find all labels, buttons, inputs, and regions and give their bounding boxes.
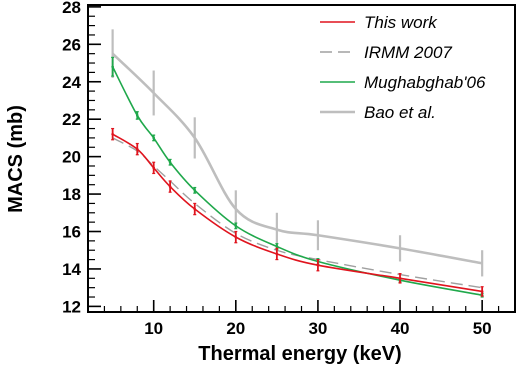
y-tick-label: 20 xyxy=(62,148,81,167)
data-point xyxy=(111,132,114,136)
y-tick-label: 18 xyxy=(62,185,81,204)
data-point xyxy=(135,114,139,117)
y-tick-label: 24 xyxy=(62,73,81,92)
y-tick-label: 26 xyxy=(62,35,81,54)
x-tick-label: 40 xyxy=(391,319,410,338)
x-tick-label: 20 xyxy=(226,319,245,338)
legend-label: Bao et al. xyxy=(364,103,436,122)
data-point xyxy=(135,147,139,151)
data-point xyxy=(398,277,402,280)
data-point xyxy=(234,224,238,228)
series-0 xyxy=(111,127,484,297)
data-point xyxy=(480,290,484,293)
legend-item-3: Bao et al. xyxy=(320,103,436,122)
y-tick-label: 28 xyxy=(62,0,81,17)
data-point xyxy=(275,245,279,248)
legend-item-2: Mughabghab'06 xyxy=(320,73,486,92)
data-point xyxy=(193,207,197,211)
data-point xyxy=(275,252,279,256)
x-tick-label: 50 xyxy=(473,319,492,338)
y-tick-label: 14 xyxy=(62,260,81,279)
x-tick-label: 10 xyxy=(144,319,163,338)
legend: This work IRMM 2007 Mughabghab'06 Bao et al… xyxy=(320,13,486,122)
plot-layer xyxy=(111,29,484,298)
data-point xyxy=(111,65,114,69)
x-tick-label: 30 xyxy=(308,319,327,338)
data-point xyxy=(234,235,238,239)
legend-label: IRMM 2007 xyxy=(364,43,452,62)
legend-item-1: IRMM 2007 xyxy=(320,43,452,62)
data-point xyxy=(152,136,155,140)
legend-item-0: This work xyxy=(320,13,438,32)
data-point xyxy=(152,166,155,170)
series-3 xyxy=(111,29,484,277)
series-line-0 xyxy=(112,133,483,293)
y-axis-title: MACS (mb) xyxy=(5,105,27,213)
legend-label: This work xyxy=(364,13,438,32)
data-point xyxy=(316,263,320,267)
y-tick-label: 22 xyxy=(62,110,81,129)
data-point xyxy=(168,185,172,188)
legend-label: Mughabghab'06 xyxy=(364,73,486,92)
data-point xyxy=(168,160,172,164)
x-axis-title: Thermal energy (keV) xyxy=(198,343,401,365)
data-point xyxy=(193,189,197,192)
y-tick-label: 16 xyxy=(62,223,81,242)
axis-layer: 12 14 16 18 20 22 24 26 28 10 20 30 40 50 xyxy=(62,0,516,338)
y-tick-label: 12 xyxy=(62,297,81,316)
